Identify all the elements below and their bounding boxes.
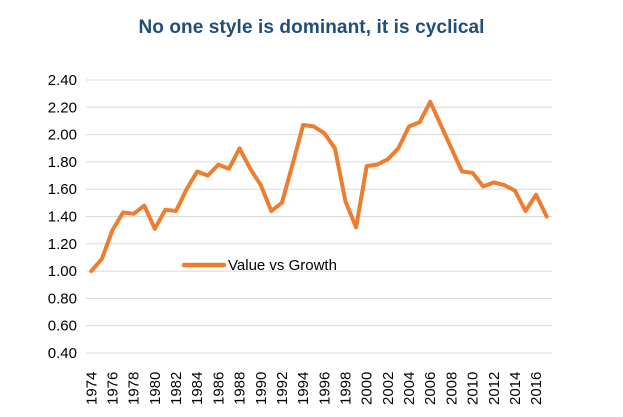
y-tick-label: 1.80 <box>48 154 77 171</box>
x-tick-label: 2010 <box>465 372 482 405</box>
x-tick-label: 1982 <box>168 372 185 405</box>
y-tick-label: 2.20 <box>48 99 77 116</box>
x-tick-label: 1976 <box>104 372 121 405</box>
x-tick-label: 2012 <box>486 372 503 405</box>
x-tick-label: 2000 <box>359 372 376 405</box>
legend-label: Value vs Growth <box>228 257 337 274</box>
x-tick-label: 1978 <box>126 372 143 405</box>
x-tick-label: 1984 <box>189 372 206 405</box>
y-tick-label: 2.40 <box>48 72 77 89</box>
x-tick-label: 2014 <box>507 372 524 405</box>
series-layer <box>89 99 549 274</box>
x-tick-label: 1994 <box>295 372 312 405</box>
y-tick-label: 0.40 <box>48 345 77 362</box>
y-axis-ticks: 0.40 0.60 0.80 1.00 1.20 1.40 1.60 1.80 2.00 2.20… <box>48 72 77 362</box>
x-tick-label: 2004 <box>401 372 418 405</box>
x-tick-label: 1988 <box>232 372 249 405</box>
x-axis-ticks: 1974 1976 1978 1980 1982 1984 1986 1988 1990 1992… <box>83 372 545 405</box>
y-tick-label: 1.60 <box>48 181 77 198</box>
x-tick-label: 1992 <box>274 372 291 405</box>
x-tick-label: 1974 <box>83 372 100 405</box>
x-tick-label: 1990 <box>253 372 270 405</box>
chart-title: No one style is dominant, it is cyclical <box>138 17 485 38</box>
y-tick-label: 1.40 <box>48 209 77 226</box>
x-tick-label: 2008 <box>443 372 460 405</box>
y-tick-label: 0.60 <box>48 318 77 335</box>
series-line <box>89 99 549 274</box>
x-tick-label: 1996 <box>316 372 333 405</box>
x-tick-label: 1998 <box>337 372 354 405</box>
y-tick-label: 2.00 <box>48 127 77 144</box>
y-tick-label: 0.80 <box>48 290 77 307</box>
x-tick-label: 2006 <box>422 372 439 405</box>
x-tick-label: 2002 <box>380 372 397 405</box>
x-tick-label: 2016 <box>528 372 545 405</box>
x-tick-label: 1986 <box>210 372 227 405</box>
y-tick-label: 1.20 <box>48 236 77 253</box>
x-tick-label: 1980 <box>147 372 164 405</box>
gridlines <box>86 79 552 354</box>
y-tick-label: 1.00 <box>48 263 77 280</box>
legend: Value vs Growth <box>181 257 337 274</box>
